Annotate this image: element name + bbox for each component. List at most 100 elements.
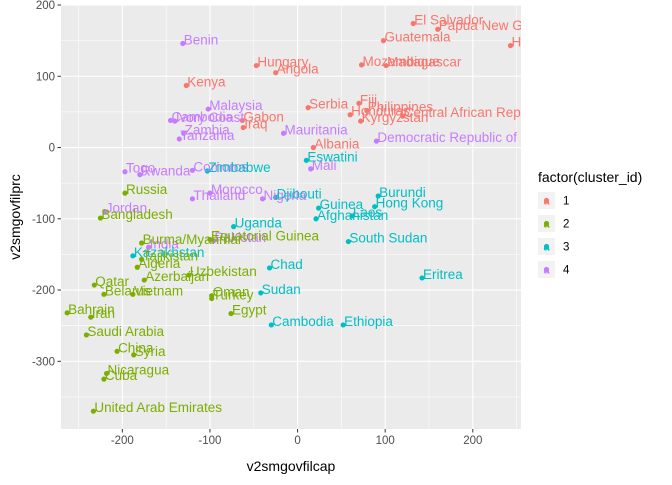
point-label: Mali — [312, 158, 337, 173]
point-label: Russia — [126, 182, 168, 197]
data-point — [358, 62, 365, 68]
point-label: Ivory Coast — [176, 110, 245, 125]
point-label: Eritrea — [423, 267, 463, 282]
data-point — [231, 224, 237, 230]
point-label: Djibouti — [277, 186, 322, 201]
x-tick-label: 0 — [294, 435, 300, 447]
point-label: Kazakhstan — [134, 245, 205, 260]
data-point — [303, 157, 309, 163]
point-label: Syria — [135, 344, 166, 359]
y-tick-label: -100 — [32, 214, 55, 226]
x-axis: -200 -100 0 100 200 — [111, 429, 482, 447]
point-label: El Salvador — [414, 13, 484, 28]
data-point — [239, 117, 245, 124]
data-point — [383, 62, 389, 69]
data-point — [122, 169, 128, 175]
point-label: Mauritania — [285, 122, 349, 137]
data-point — [186, 272, 192, 278]
data-point — [102, 209, 108, 215]
point-label: Madagascar — [387, 55, 462, 70]
legend-key-point — [543, 266, 550, 273]
point-label: Papua New Guinea — [439, 18, 557, 33]
data-point — [259, 196, 266, 202]
point-label: Fiji — [360, 92, 377, 107]
point-label: Laos — [353, 205, 383, 220]
data-point — [345, 238, 351, 245]
point-label: Burundi — [379, 185, 426, 200]
point-label: Sudan — [262, 282, 301, 297]
data-point — [356, 100, 362, 106]
legend-entry-label: 2 — [563, 219, 569, 231]
data-point — [130, 253, 136, 259]
data-point — [373, 138, 380, 144]
legend-key-point — [543, 243, 550, 250]
point-label: Central African Republic — [404, 105, 549, 120]
data-point — [207, 190, 213, 196]
point-label: Morocco — [211, 182, 263, 197]
y-tick-label: 0 — [49, 143, 55, 155]
point-label: Eswatini — [307, 149, 357, 164]
legend-key-point — [543, 220, 550, 227]
data-point — [91, 282, 97, 288]
data-point — [273, 194, 279, 201]
data-point — [435, 26, 441, 32]
point-label: Equatorial Guinea — [211, 228, 320, 243]
data-point — [258, 290, 264, 296]
point-label: Belarus — [105, 283, 151, 298]
point-label: Oman — [213, 285, 250, 300]
point-label: Vietnam — [134, 283, 183, 298]
data-point — [347, 112, 353, 118]
data-point — [308, 166, 314, 172]
data-point — [280, 130, 287, 136]
data-point — [134, 264, 140, 270]
data-point — [101, 376, 107, 382]
y-axis-label: v2smgovfilprc — [7, 174, 23, 260]
point-label: Kenya — [187, 75, 226, 90]
point-label: Kyrgyzstan — [362, 110, 429, 125]
data-point — [349, 213, 355, 219]
data-point — [101, 291, 107, 297]
data-point — [139, 256, 145, 262]
grid-major — [61, 4, 521, 429]
legend: factor(cluster_id) a 1 a 2 a 3 a 4 — [538, 169, 642, 278]
point-label: Tajikistan — [143, 248, 199, 263]
point-label: Ethiopia — [344, 314, 393, 329]
point-label: Turkey — [213, 288, 254, 303]
data-point — [380, 38, 387, 44]
y-tick-label: -200 — [32, 285, 55, 297]
data-point — [204, 168, 210, 174]
data-point — [176, 136, 182, 142]
data-point — [122, 190, 128, 196]
point-label: United Arab Emirates — [94, 400, 222, 415]
x-axis-label: v2smgovfilcap — [247, 458, 336, 474]
data-point — [268, 322, 274, 328]
data-point — [183, 82, 189, 89]
point-label: Chad — [271, 257, 303, 272]
data-point — [209, 295, 215, 302]
data-point — [364, 107, 370, 114]
point-label: Democratic Republic of the Congo — [377, 130, 583, 145]
data-point — [205, 106, 211, 112]
data-point — [189, 196, 196, 202]
point-label: Thailand — [193, 188, 245, 203]
y-tick-label: 100 — [36, 71, 55, 83]
data-point — [103, 370, 110, 377]
legend-key-point — [543, 197, 550, 204]
data-point — [146, 244, 152, 250]
data-point — [207, 236, 213, 243]
point-label: Jordan — [106, 201, 147, 216]
data-point — [181, 130, 187, 136]
data-point — [358, 118, 364, 124]
x-tick-label: 100 — [376, 435, 395, 447]
data-point — [189, 167, 196, 173]
point-label: South Sudan — [349, 231, 427, 246]
data-point — [131, 352, 137, 358]
data-point — [372, 204, 378, 210]
data-point — [114, 348, 120, 354]
data-point — [228, 310, 234, 317]
point-label: Algeria — [138, 256, 181, 271]
data-point — [316, 205, 322, 211]
point-label: Egypt — [232, 303, 267, 318]
